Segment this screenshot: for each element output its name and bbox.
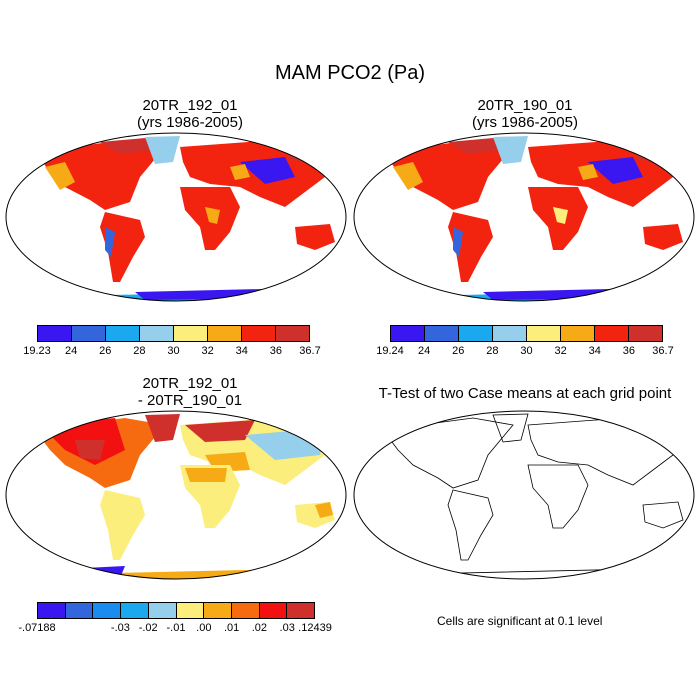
colorbar-tick-label: -.01	[166, 622, 186, 634]
colorbar-box	[595, 325, 629, 342]
colorbar-box	[390, 325, 425, 342]
colorbar-box	[459, 325, 493, 342]
panel1-title-line2: (yrs 1986-2005)	[137, 114, 243, 131]
colorbar-tick-label: 26	[452, 345, 465, 357]
colorbar-box	[121, 602, 149, 619]
panel2-title-line2: (yrs 1986-2005)	[472, 114, 578, 131]
colorbar-tick-label: -.03	[110, 622, 130, 634]
significance-note: Cells are significant at 0.1 level	[437, 614, 603, 628]
colorbar-tick-label: 24	[418, 345, 431, 357]
colorbar-box	[208, 325, 242, 342]
panel2-colorbar	[390, 325, 663, 342]
panel3-title-line2: - 20TR_190_01	[137, 392, 243, 409]
colorbar-tick-label: .02	[251, 622, 268, 634]
colorbar-tick-label: .12439	[298, 622, 332, 634]
colorbar-box	[287, 602, 316, 619]
colorbar-tick-label: -.02	[138, 622, 158, 634]
colorbar-box	[37, 602, 66, 619]
colorbar-tick-label: .00	[196, 622, 212, 634]
panel3-title: 20TR_192_01 - 20TR_190_01	[25, 375, 355, 409]
colorbar-box	[425, 325, 459, 342]
colorbar-box	[204, 602, 232, 619]
figure-title: MAM PCO2 (Pa)	[274, 62, 426, 84]
colorbar-box	[629, 325, 663, 342]
colorbar-box	[493, 325, 527, 342]
colorbar-box	[93, 602, 122, 619]
panel4-title: T-Test of two Case means at each grid po…	[355, 385, 695, 402]
colorbar-box	[259, 602, 288, 619]
panel4-map	[353, 410, 695, 580]
colorbar-tick-label: 30	[520, 345, 533, 357]
colorbar-tick-label: 36.7	[299, 345, 321, 357]
colorbar-box	[65, 602, 94, 619]
colorbar-tick-label: 36	[269, 345, 282, 357]
panel4-title-line1: T-Test of two Case means at each grid po…	[378, 385, 672, 402]
panel1-title-line1: 20TR_192_01	[142, 97, 238, 114]
colorbar-tick-label: 34	[588, 345, 601, 357]
colorbar-tick-label: 32	[554, 345, 567, 357]
colorbar-tick-label: 19.23	[23, 345, 51, 357]
colorbar-tick-label: 28	[486, 345, 499, 357]
colorbar-tick-label: 28	[133, 345, 146, 357]
colorbar-box	[148, 602, 177, 619]
colorbar-box	[242, 325, 276, 342]
colorbar-tick-label: 36.7	[652, 345, 674, 357]
panel1-colorbar-labels: 19.23 24 26 28 30 32 34 36 36.7	[23, 345, 320, 359]
colorbar-box	[176, 602, 205, 619]
colorbar-box	[37, 325, 72, 342]
colorbar-tick-label: 30	[167, 345, 180, 357]
panel1-colorbar	[37, 325, 310, 342]
colorbar-box	[231, 602, 260, 619]
panel3-colorbar	[37, 602, 316, 619]
colorbar-box	[174, 325, 208, 342]
colorbar-tick-label: 36	[622, 345, 635, 357]
panel1-title: 20TR_192_01 (yrs 1986-2005)	[25, 97, 355, 131]
colorbar-tick-label: .03	[279, 622, 295, 634]
colorbar-box	[561, 325, 595, 342]
colorbar-tick-label: 32	[201, 345, 214, 357]
panel1-map	[5, 132, 347, 302]
colorbar-tick-label: .01	[223, 622, 240, 634]
panel3-colorbar-labels: -.07188 -.03 -.02 -.01 .00 .01 .02 .03.12439	[18, 622, 331, 636]
colorbar-box	[72, 325, 106, 342]
panel2-title: 20TR_190_01 (yrs 1986-2005)	[360, 97, 690, 131]
colorbar-tick-label: 24	[65, 345, 78, 357]
panel2-map	[353, 132, 695, 302]
panel3-map	[5, 410, 347, 580]
colorbar-tick-label: 34	[235, 345, 248, 357]
panel3-title-line1: 20TR_192_01	[142, 375, 238, 392]
colorbar-tick-label: 19.24	[376, 345, 404, 357]
panel2-title-line1: 20TR_190_01	[477, 97, 573, 114]
colorbar-tick-label: 26	[99, 345, 112, 357]
colorbar-tick-label: -.07188	[18, 622, 56, 634]
colorbar-box	[140, 325, 174, 342]
colorbar-box	[527, 325, 561, 342]
colorbar-box	[106, 325, 140, 342]
panel2-colorbar-labels: 19.24 24 26 28 30 32 34 36 36.7	[376, 345, 673, 359]
colorbar-box	[276, 325, 310, 342]
